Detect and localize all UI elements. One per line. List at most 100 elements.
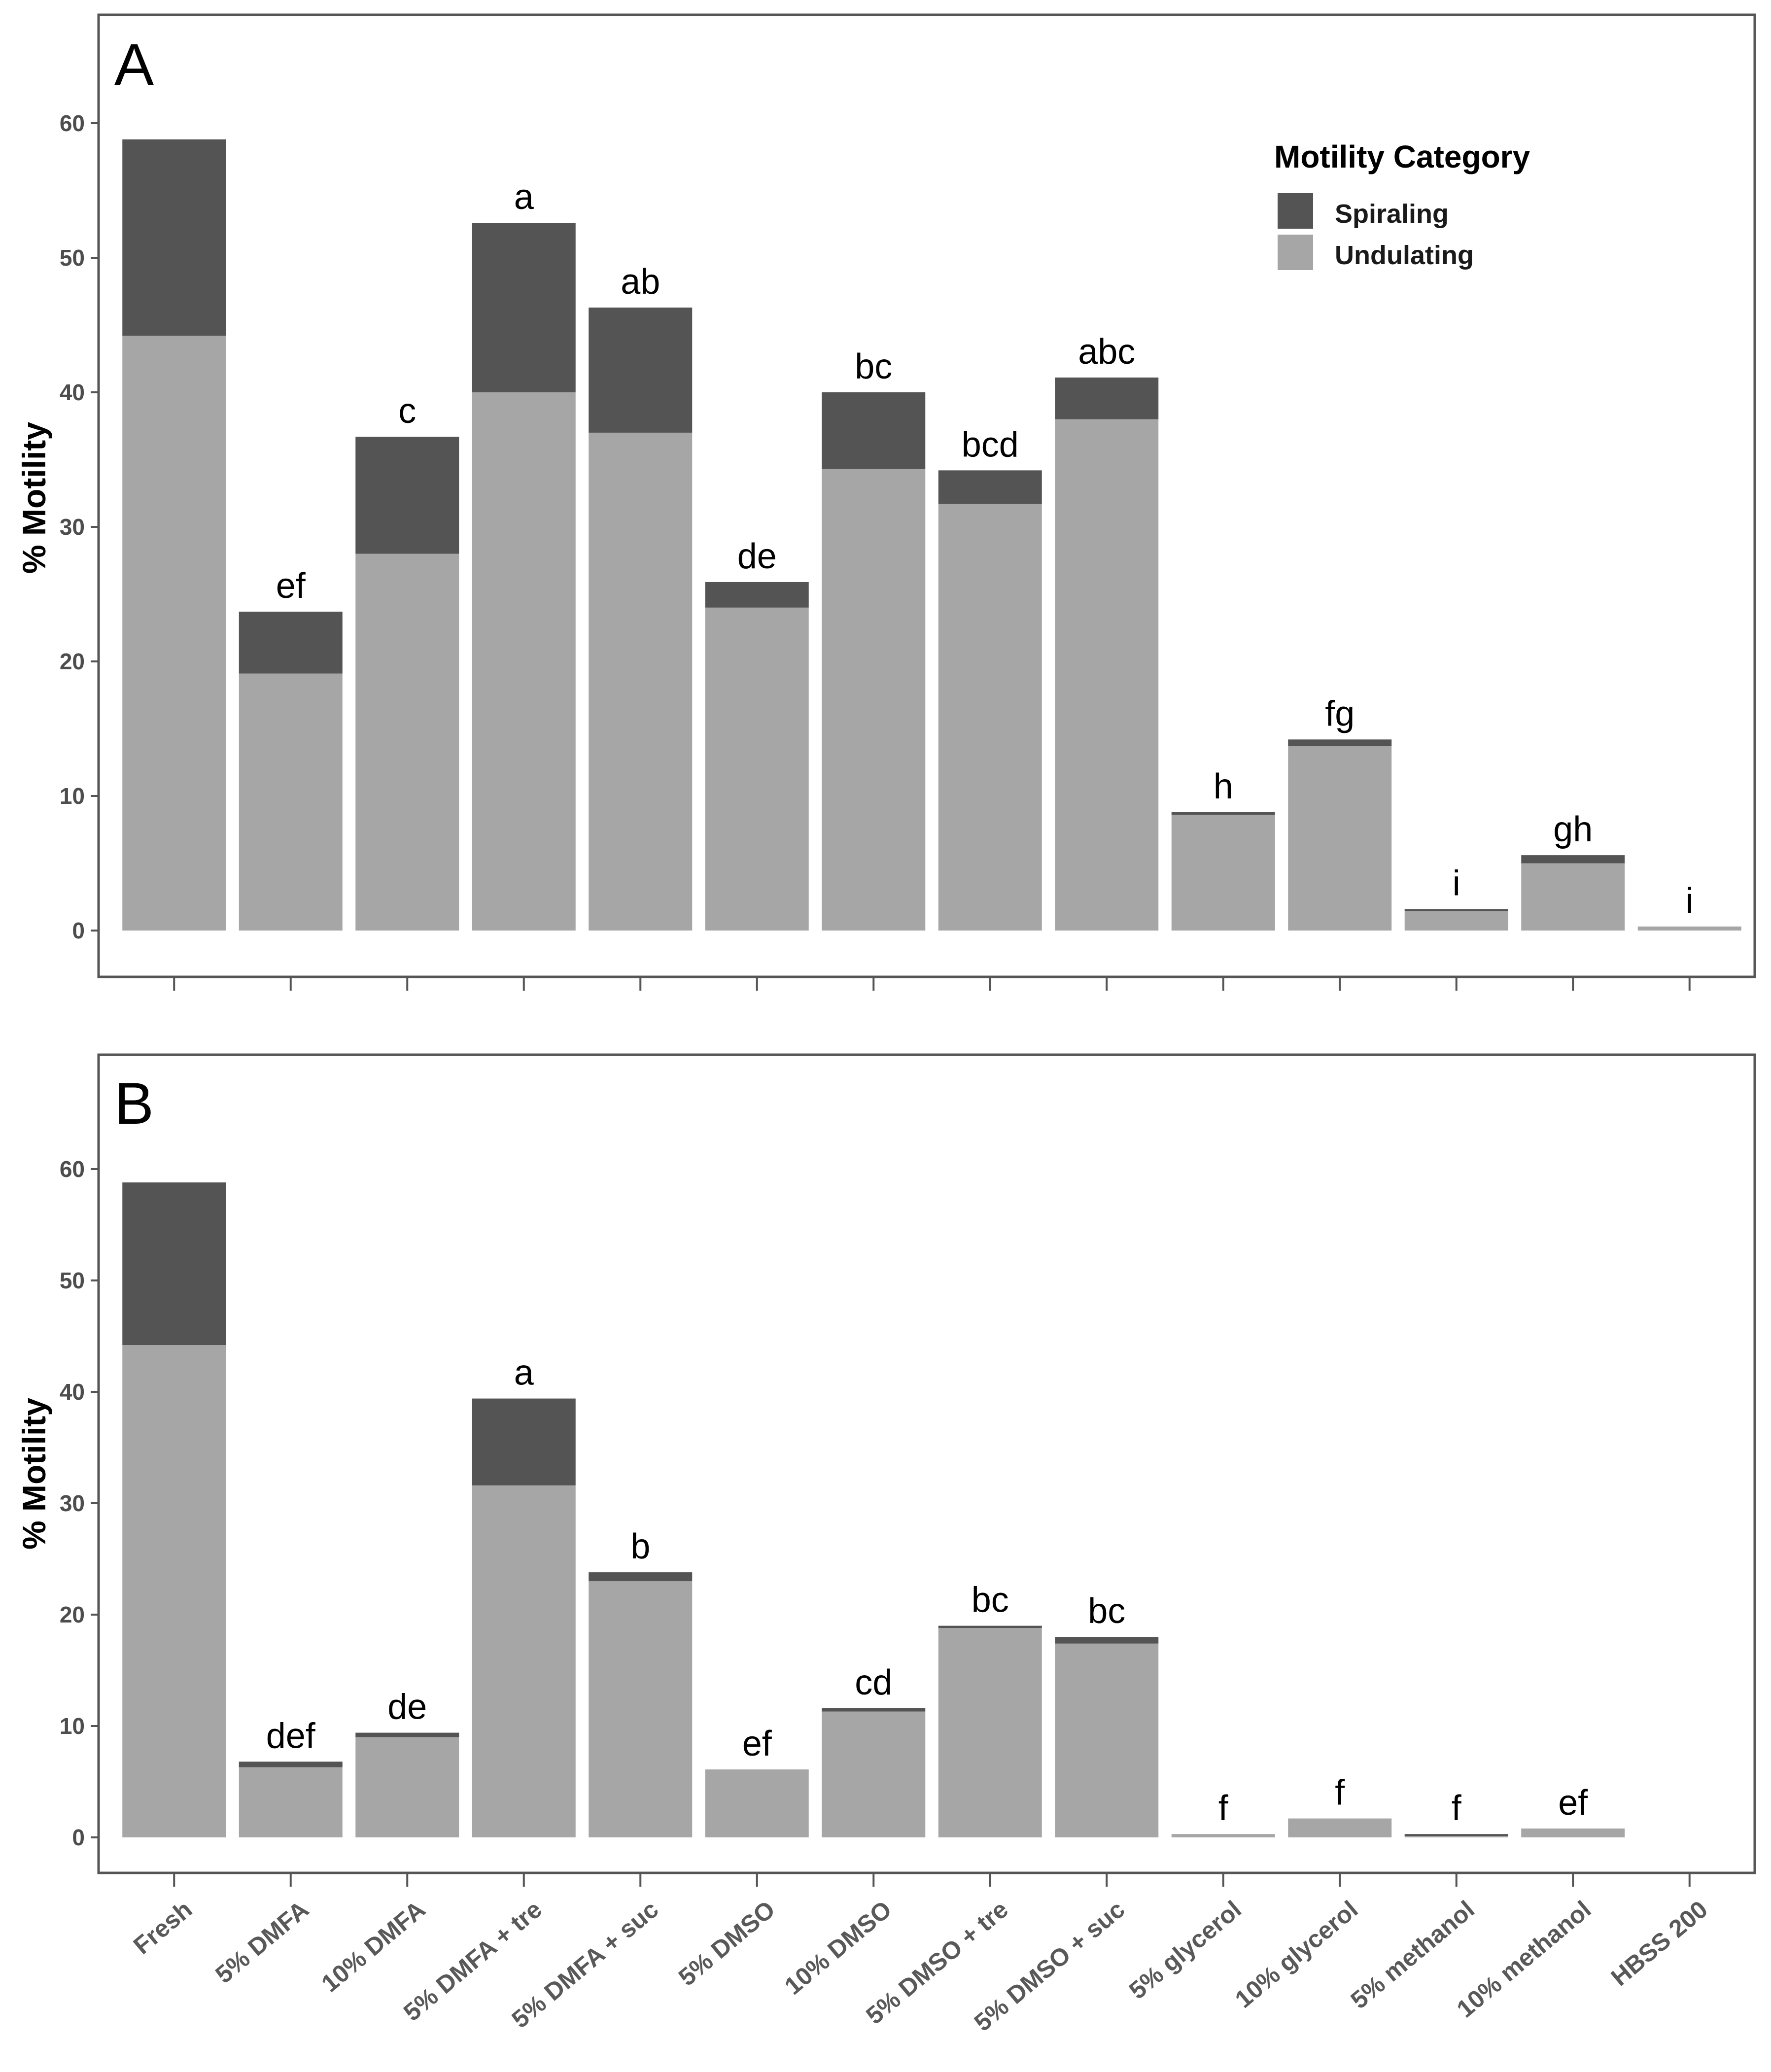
bar-undulating <box>1521 1828 1625 1837</box>
significance-letter: ef <box>1558 1783 1588 1823</box>
bar-undulating <box>122 336 226 931</box>
bar-spiraling <box>472 1398 576 1485</box>
bar-spiraling <box>1404 909 1508 911</box>
bar-undulating <box>239 1767 343 1837</box>
significance-letter: abc <box>1078 332 1135 372</box>
bar-undulating <box>938 504 1042 931</box>
significance-letter: f <box>1335 1773 1345 1813</box>
bar-undulating <box>589 432 693 931</box>
bar-spiraling <box>122 139 226 336</box>
significance-letter: cd <box>855 1663 892 1702</box>
significance-letter: i <box>1686 881 1694 921</box>
panel-a-y-tick-label: 20 <box>60 649 85 674</box>
bar-undulating <box>1521 863 1625 931</box>
legend-label-spiraling: Spiraling <box>1335 199 1449 229</box>
bar-undulating <box>1637 926 1741 931</box>
bar-spiraling <box>1521 855 1625 863</box>
panel-b-y-tick-label: 20 <box>60 1602 85 1627</box>
panel-b-letter: B <box>114 1071 154 1137</box>
bar-spiraling <box>822 392 926 469</box>
panel-a-significance-letters: ef c a ab de bc bcd abc h fg i gh i <box>276 177 1694 921</box>
bar-undulating <box>239 673 343 931</box>
significance-letter: a <box>514 1353 534 1393</box>
panel-a-x-ticks <box>173 977 1691 991</box>
significance-letter: b <box>630 1527 650 1566</box>
significance-letter: de <box>737 537 777 576</box>
bar-undulating <box>1055 419 1159 931</box>
bar-spiraling <box>1055 1637 1159 1644</box>
bar-undulating <box>122 1345 226 1837</box>
panel-b-axes: 0 10 20 30 40 50 60 <box>60 1156 99 1850</box>
x-tick-label: 5% DMSO <box>673 1896 780 1992</box>
panel-b-y-axis-label: % Motility <box>16 1398 52 1550</box>
bar-spiraling <box>589 1572 693 1582</box>
significance-letter: a <box>514 177 534 217</box>
panel-b-y-tick-label: 30 <box>60 1490 85 1516</box>
panel-a-letter: A <box>114 32 154 98</box>
panel-b-y-tick-label: 40 <box>60 1379 85 1405</box>
legend-swatch-spiraling <box>1278 193 1313 229</box>
bar-spiraling <box>239 1761 343 1767</box>
bar-undulating <box>1404 1835 1508 1837</box>
bar-spiraling <box>705 582 809 608</box>
bar-undulating <box>1288 746 1392 931</box>
significance-letter: gh <box>1553 810 1593 849</box>
panel-b-bars <box>122 1182 1625 1837</box>
significance-letter: bc <box>972 1581 1009 1620</box>
bar-spiraling <box>355 1732 459 1737</box>
panel-a: A % Motility 0 10 20 30 40 50 60 ef c a ab de bc bcd… <box>16 13 1756 991</box>
bar-spiraling <box>822 1708 926 1712</box>
panel-a-y-tick-label: 0 <box>72 918 85 943</box>
panel-a-frame <box>97 13 1756 978</box>
significance-letter: c <box>398 391 416 431</box>
bar-spiraling <box>938 1625 1042 1628</box>
panel-b-x-ticks <box>173 1873 1691 1887</box>
x-tick-label: 10% DMSO <box>779 1896 897 2001</box>
significance-letter: f <box>1452 1789 1462 1828</box>
significance-letter: ef <box>742 1724 772 1763</box>
bar-spiraling <box>938 470 1042 504</box>
legend-title: Motility Category <box>1274 139 1530 174</box>
significance-letter: i <box>1453 863 1460 903</box>
x-tick-label: 10% glycerol <box>1230 1896 1363 2013</box>
bar-undulating <box>705 1769 809 1837</box>
x-tick-label: HBSS 200 <box>1606 1896 1713 1992</box>
bar-undulating <box>1055 1643 1159 1837</box>
x-tick-label: Fresh <box>128 1896 197 1960</box>
bar-undulating <box>355 553 459 931</box>
bar-spiraling <box>1404 1834 1508 1836</box>
panel-b-significance-letters: def de a b ef cd bc bc f f f ef <box>266 1353 1589 1829</box>
x-tick-label: 5% glycerol <box>1124 1896 1247 2005</box>
x-tick-label: 10% DMFA <box>316 1896 431 1998</box>
bar-spiraling <box>355 437 459 554</box>
significance-letter: fg <box>1325 694 1354 733</box>
bar-spiraling <box>1171 812 1275 815</box>
bar-undulating <box>1404 910 1508 931</box>
bar-undulating <box>705 607 809 931</box>
bar-undulating <box>589 1581 693 1837</box>
panel-b-y-tick-label: 60 <box>60 1156 85 1182</box>
legend-label-undulating: Undulating <box>1335 241 1474 270</box>
significance-letter: def <box>266 1716 316 1756</box>
panel-a-y-tick-label: 10 <box>60 783 85 809</box>
significance-letter: h <box>1214 767 1233 806</box>
significance-letter: ab <box>621 262 660 302</box>
significance-letter: bcd <box>962 425 1019 464</box>
bar-spiraling <box>472 223 576 392</box>
legend: Motility Category Spiraling Undulating <box>1274 139 1530 270</box>
bar-undulating <box>472 392 576 931</box>
significance-letter: f <box>1218 1789 1229 1828</box>
bar-undulating <box>938 1628 1042 1837</box>
bar-spiraling <box>1288 739 1392 746</box>
bar-undulating <box>1171 1834 1275 1837</box>
panel-b-y-tick-label: 50 <box>60 1268 85 1293</box>
bar-undulating <box>355 1737 459 1837</box>
bar-spiraling <box>239 611 343 674</box>
panel-a-axes: 0 10 20 30 40 50 60 <box>60 110 99 943</box>
legend-swatch-undulating <box>1278 235 1313 270</box>
significance-letter: bc <box>1088 1591 1125 1631</box>
bar-spiraling <box>589 308 693 433</box>
bar-spiraling <box>122 1182 226 1346</box>
